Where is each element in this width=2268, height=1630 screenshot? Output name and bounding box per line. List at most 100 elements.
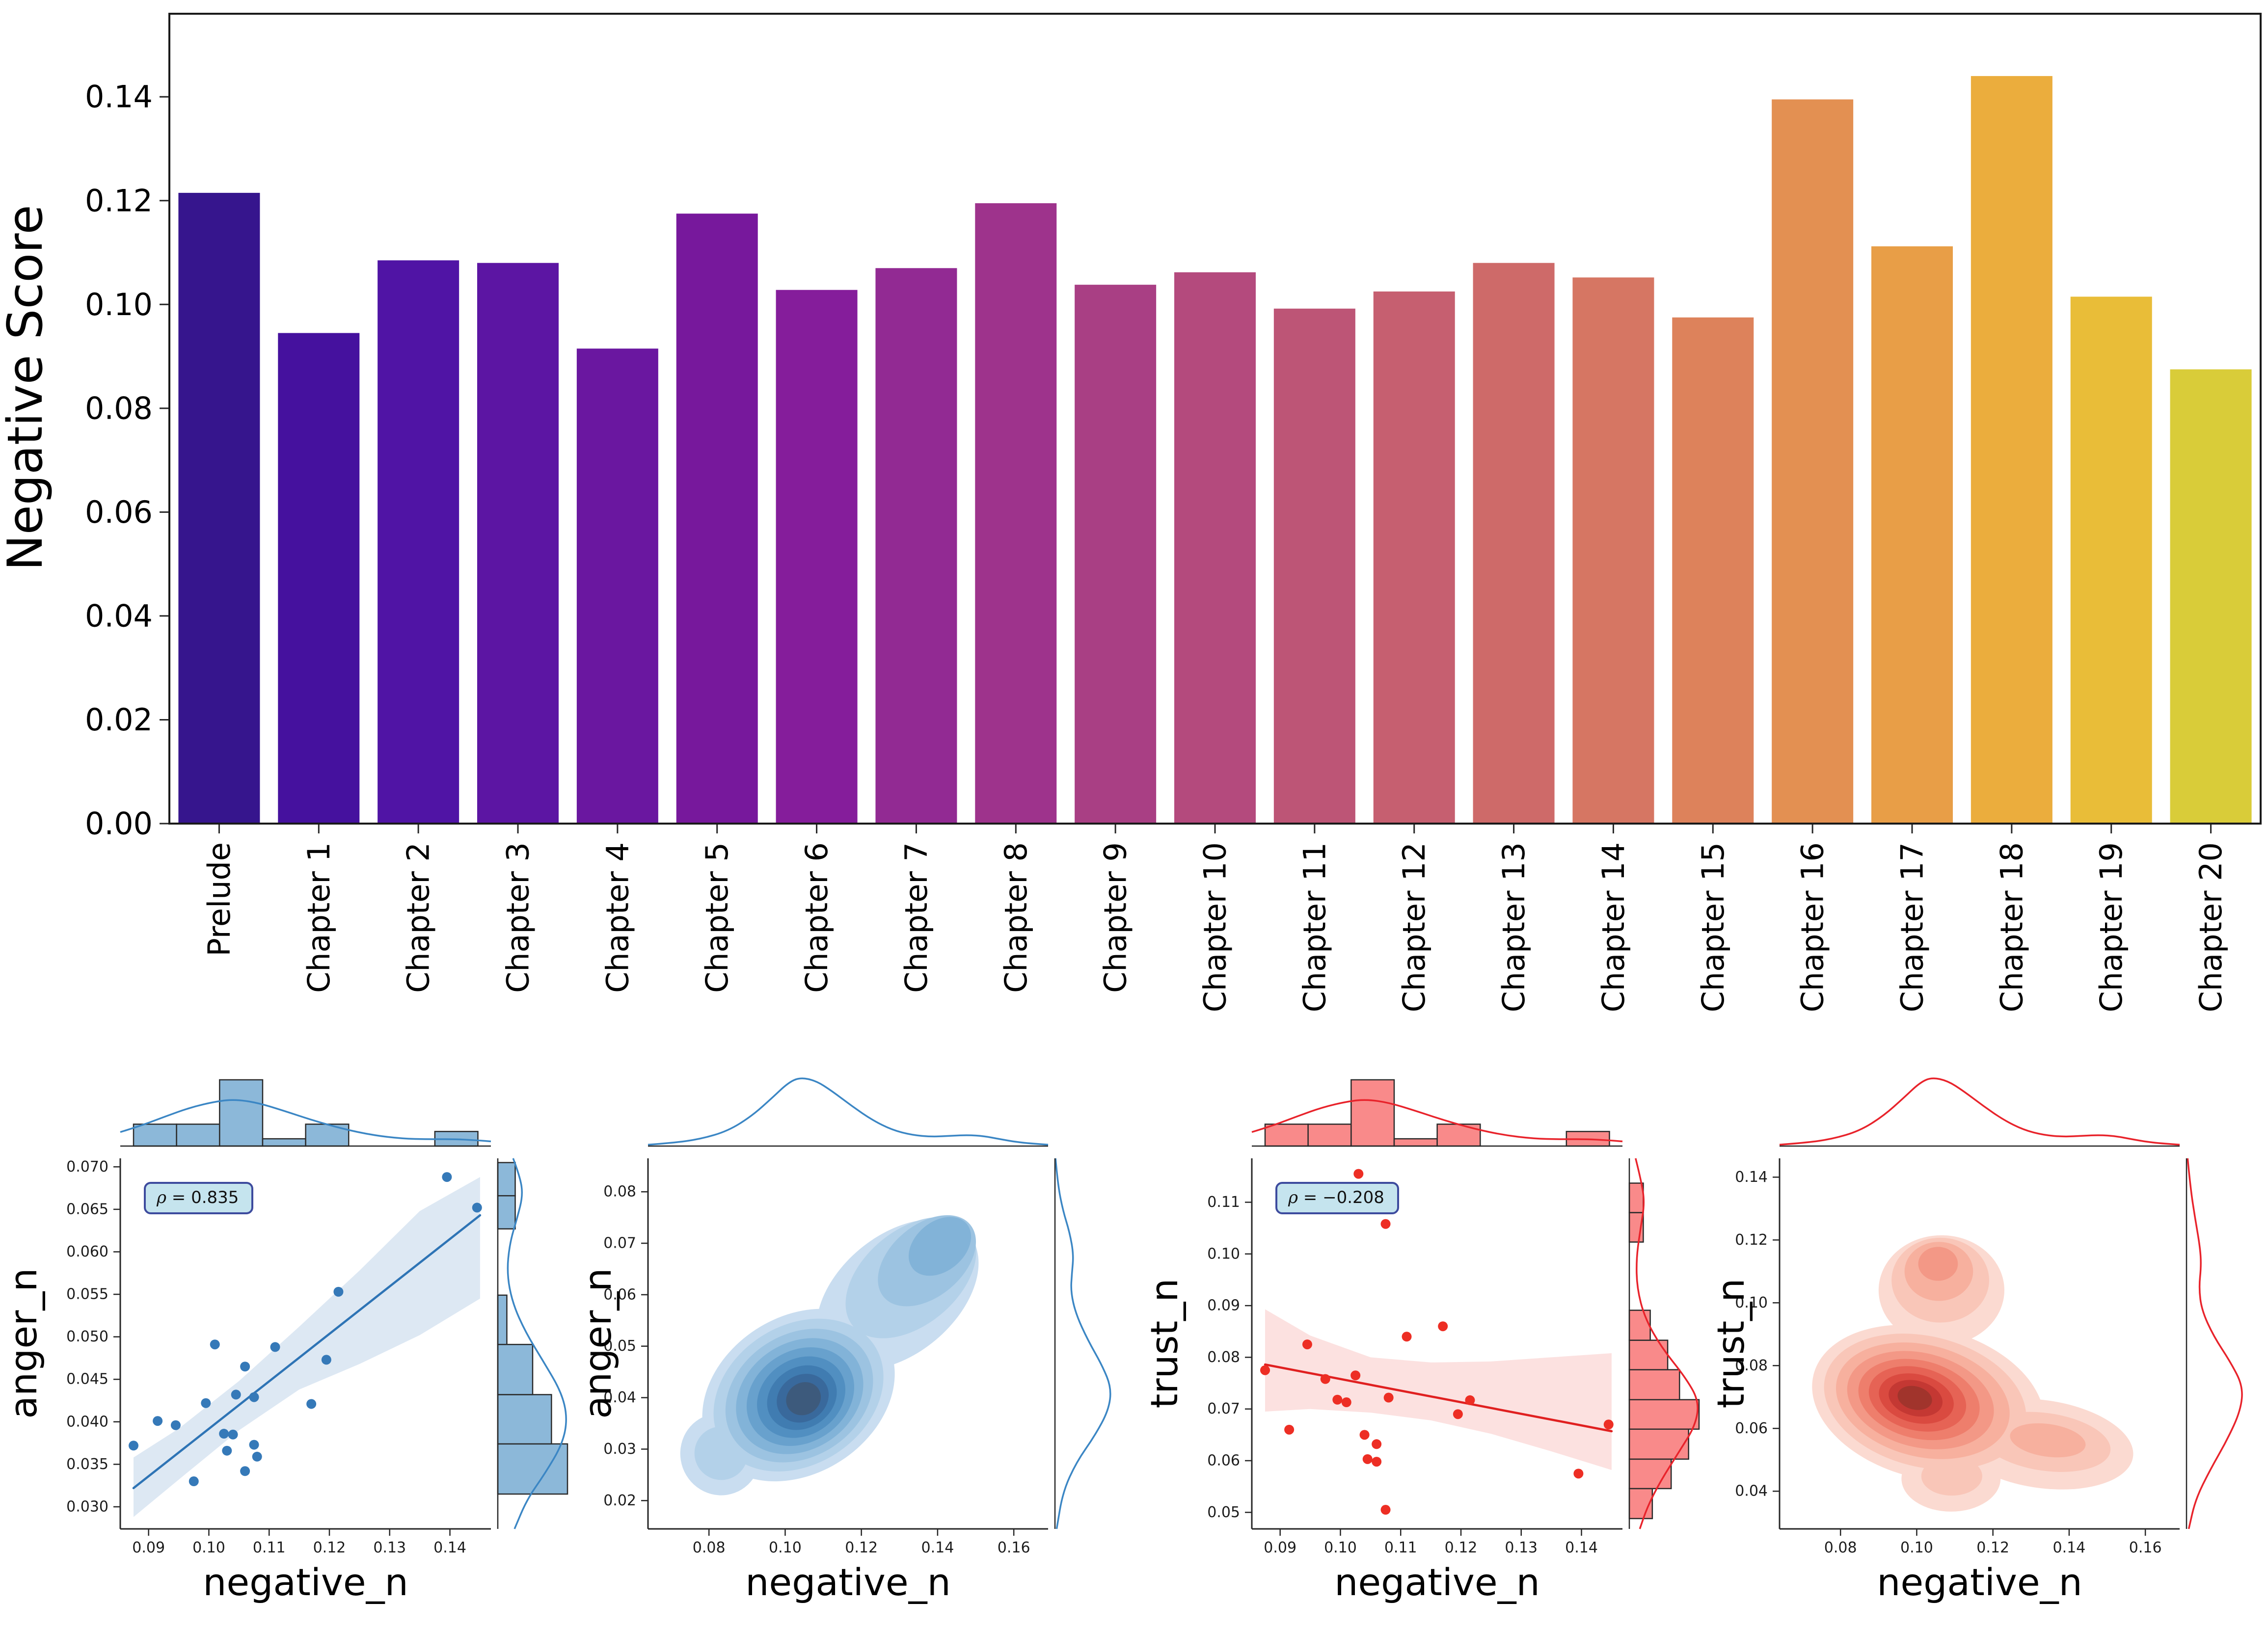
scatter-point [442,1172,452,1182]
bar [2070,296,2152,824]
y-tick-label: 0.10 [1735,1294,1768,1311]
right-marginal-kde-curve [2187,1158,2243,1529]
y-tick-label: 0.12 [1735,1231,1768,1249]
x-tick-label: 0.13 [1505,1539,1538,1556]
x-tick-label: Chapter 15 [1695,842,1731,1012]
y-tick-label: 0.09 [1207,1297,1240,1314]
kde-contour-blob [1897,1386,1932,1410]
scatter-point [129,1441,139,1451]
right-marginal-hist-bar [497,1195,516,1229]
y-tick-label: 0.05 [1207,1504,1240,1521]
x-tick-label: 0.14 [2053,1539,2086,1556]
x-tick-label: 0.12 [313,1539,346,1556]
y-tick-label: 0.08 [1735,1357,1768,1374]
scatter-point [1359,1430,1370,1440]
bar [676,214,758,824]
correlation-annotation-anger: ρ = 0.835 [144,1182,254,1214]
x-tick-label: Chapter 2 [401,842,436,993]
scatter-point [222,1445,232,1456]
y-tick-label: 0.04 [603,1389,636,1406]
scatter-point [219,1429,229,1439]
x-tick-label: 0.16 [998,1539,1030,1556]
scatter-point [1362,1454,1373,1464]
bar [1473,263,1555,824]
scatter-point [1372,1457,1382,1467]
x-tick-label: Chapter 16 [1795,842,1831,1012]
scatter-point [1402,1332,1412,1342]
scatter-point [240,1466,250,1476]
top-marginal-hist-bar [219,1079,264,1147]
scatter-point [249,1392,259,1402]
kde-contour-blob [909,1217,972,1276]
scatter-point [252,1451,262,1462]
scatter-point [1603,1419,1614,1430]
bar [178,192,260,824]
kde-contour-blob [786,1382,821,1416]
bar [2170,369,2252,824]
y-tick-label: 0.10 [85,287,153,322]
right-marginal-hist-bar [1628,1182,1644,1213]
top-marginal-hist-bar [1264,1123,1309,1147]
top-marginal-hist-bar [1436,1123,1481,1147]
scatter-point [189,1476,199,1487]
jointplot3-x-axis-label: negative_n [1334,1560,1540,1604]
confidence-band [134,1177,480,1517]
bar [1871,246,1953,824]
rho-value: = −0.208 [1298,1188,1384,1207]
jointplot1-x-axis-label: negative_n [203,1560,408,1604]
top-marginal-kde-curve [120,1099,491,1143]
scatter-point [1341,1397,1351,1408]
bar [1174,272,1256,824]
right-marginal-hist-bar [1628,1309,1651,1341]
y-tick-label: 0.06 [603,1286,636,1303]
right-marginal-hist-bar [497,1443,568,1495]
x-tick-label: 0.08 [693,1539,726,1556]
x-tick-label: Chapter 1 [301,842,337,993]
top-marginal-hist-bar [176,1123,220,1147]
scatter-point [170,1420,181,1430]
bar [1971,76,2052,824]
x-tick-label: 0.12 [1976,1539,2009,1556]
y-tick-label: 0.07 [1207,1400,1240,1417]
confidence-band [1265,1309,1612,1470]
x-tick-label: 0.10 [192,1539,225,1556]
scatter-point [1284,1424,1295,1435]
x-tick-label: 0.14 [921,1539,954,1556]
top-marginal-kde-curve [1251,1099,1623,1143]
scatter-point [1380,1219,1391,1229]
x-tick-label: Chapter 8 [998,842,1034,993]
y-tick-label: 0.05 [603,1337,636,1355]
kde-contour-blob [1918,1247,1958,1281]
bar [1572,277,1654,824]
scatter-point [1332,1394,1343,1405]
y-tick-label: 0.030 [66,1498,108,1515]
x-tick-label: 0.10 [1324,1539,1357,1556]
y-tick-label: 0.07 [603,1235,636,1252]
bar [477,263,559,824]
scatter-point [1380,1505,1391,1515]
x-tick-label: Chapter 6 [799,842,835,993]
bar [576,348,658,824]
y-tick-label: 0.11 [1207,1194,1240,1211]
y-tick-label: 0.045 [66,1371,108,1388]
y-tick-label: 0.06 [1735,1420,1768,1437]
x-tick-label: 0.10 [769,1539,802,1556]
axes-frame [168,13,2262,825]
scatter-point [210,1339,220,1350]
kde-contour-blob [2010,1423,2086,1458]
y-tick-label: 0.04 [85,598,153,634]
bar [1772,99,1854,824]
bar-chart-plot-area: 0.00 0.02 0.04 0.06 0.08 0.10 0.12 0.14 Prelude C… [85,13,2262,1012]
scatter-point [1438,1321,1448,1332]
right-marginal-hist-bar [497,1343,534,1395]
x-tick-label: Chapter 17 [1894,842,1930,1012]
rho-symbol: ρ [1288,1188,1298,1207]
x-tick-label: 0.09 [132,1539,165,1556]
jointplot-trust-regression: 0.09 0.10 0.11 0.12 0.13 0.14 0.05 0.06 0.07 0.08… [1207,1079,1700,1556]
jointplot-anger-regression: 0.09 0.10 0.11 0.12 0.13 0.14 0.030 0.035 0.040 0… [66,1079,568,1556]
jointplot4-y-axis-label: trust_n [1709,1278,1753,1409]
x-tick-label: Chapter 5 [699,842,735,993]
bar [1373,291,1455,824]
x-tick-label: Chapter 11 [1296,842,1332,1012]
right-marginal-hist-bar [497,1294,508,1345]
